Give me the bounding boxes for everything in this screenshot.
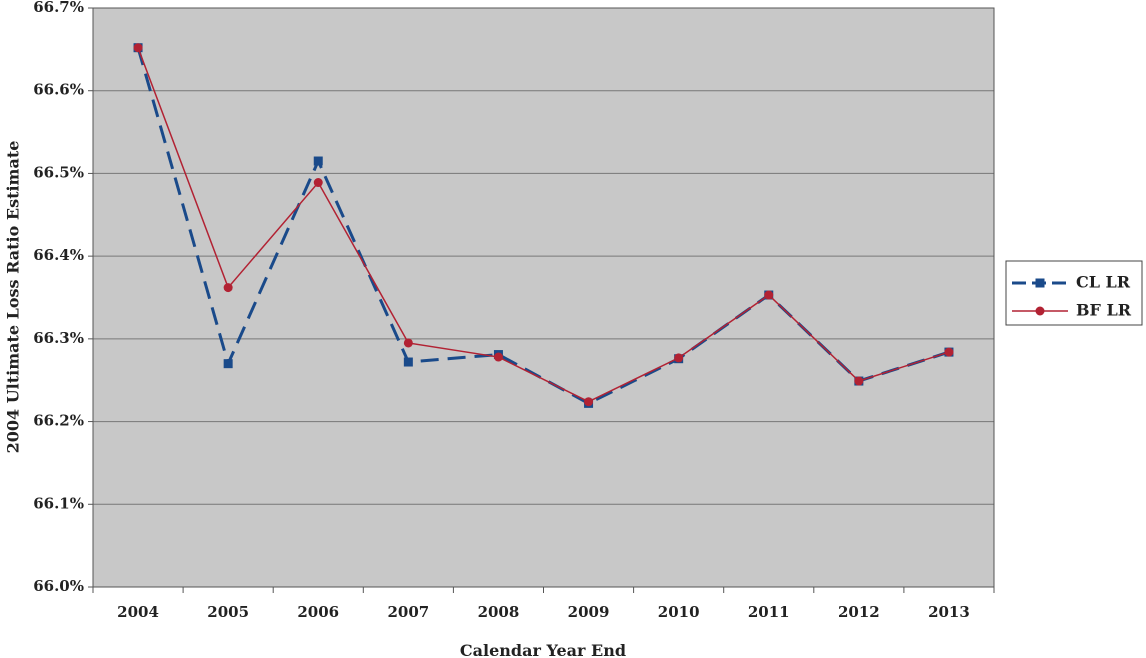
- series-line: [136, 47, 950, 406]
- data-point: [944, 347, 954, 357]
- series-line: [137, 47, 950, 403]
- x-tick-label: 2007: [387, 603, 429, 621]
- data-point: [674, 353, 684, 363]
- plot-area: [93, 8, 994, 587]
- data-point: [854, 376, 864, 386]
- x-tick-label: 2004: [117, 603, 159, 621]
- x-tick-label: 2008: [478, 603, 520, 621]
- y-tick-label: 66.2%: [33, 412, 84, 430]
- data-point: [764, 290, 774, 300]
- legend-marker: [1035, 278, 1045, 288]
- x-tick-label: 2010: [658, 603, 700, 621]
- x-tick-label: 2006: [297, 603, 339, 621]
- y-tick-label: 66.0%: [33, 577, 84, 595]
- data-point: [403, 357, 413, 367]
- legend-label: BF LR: [1076, 301, 1132, 320]
- x-tick-label: 2012: [838, 603, 880, 621]
- legend: CL LR BF LR: [1005, 260, 1143, 326]
- gridlines: [93, 90, 994, 505]
- data-point: [493, 352, 503, 362]
- legend-marker: [1035, 306, 1045, 316]
- data-point: [313, 156, 323, 166]
- data-point: [313, 178, 323, 188]
- y-tick-label: 66.6%: [33, 81, 84, 99]
- y-tick-label: 66.1%: [33, 494, 84, 512]
- y-tick-label: 66.7%: [33, 0, 84, 16]
- data-point: [223, 283, 233, 293]
- x-tick-label: 2005: [207, 603, 249, 621]
- series-layer: [133, 43, 954, 408]
- y-tick-label: 66.4%: [33, 246, 84, 264]
- x-tick-label: 2013: [928, 603, 970, 621]
- x-axis-title: Calendar Year End: [460, 641, 626, 658]
- x-tick-label: 2011: [748, 603, 790, 621]
- y-axis: 66.0% 66.1% 66.2% 66.3% 66.4% 66.5% 66.6% 66.7%: [33, 0, 93, 595]
- data-point: [403, 338, 413, 348]
- legend-item: CL LR: [1012, 273, 1131, 292]
- data-point: [223, 359, 233, 369]
- x-axis: 2004 2005 2006 2007 2008 2009 2010 2011 2012 2013: [92, 587, 995, 621]
- data-point: [584, 397, 594, 407]
- y-tick-label: 66.5%: [33, 163, 84, 181]
- y-tick-label: 66.3%: [33, 329, 84, 347]
- legend-box: [1005, 260, 1143, 326]
- x-tick-label: 2009: [568, 603, 610, 621]
- y-axis-title: 2004 Ultimate Loss Ratio Estimate: [4, 141, 23, 454]
- legend-item: BF LR: [1012, 301, 1132, 320]
- series-bf-lr: [133, 43, 954, 407]
- legend-label: CL LR: [1076, 273, 1131, 292]
- data-point: [133, 43, 143, 53]
